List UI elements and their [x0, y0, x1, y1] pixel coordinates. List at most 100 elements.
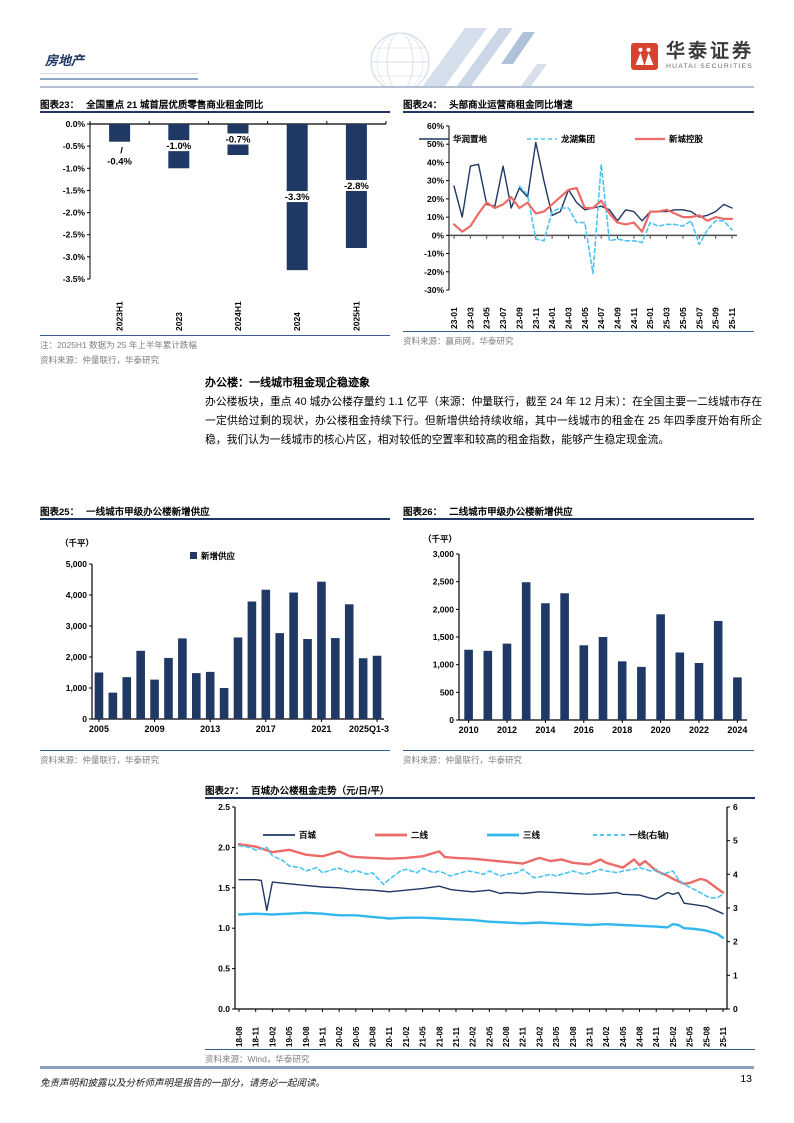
svg-text:19-08: 19-08	[302, 1026, 311, 1047]
figure-25-chart: （千平） 新增供应 5,000 4,000 3,000 2,000 1,000 0 2005 20…	[40, 520, 390, 751]
huatai-logo: 华泰证券 HUATAI SECURITIES	[630, 41, 754, 71]
svg-text:3,000: 3,000	[433, 549, 455, 559]
svg-text:2020: 2020	[651, 725, 671, 735]
svg-text:-1.0%: -1.0%	[63, 163, 86, 173]
svg-text:0%: 0%	[432, 230, 445, 240]
svg-text:24-11: 24-11	[652, 1026, 661, 1047]
svg-text:22-05: 22-05	[485, 1026, 494, 1047]
svg-text:2005: 2005	[89, 724, 109, 734]
figure-25-title: 一线城市甲级办公楼新增供应	[86, 507, 210, 518]
svg-text:华润置地: 华润置地	[453, 134, 488, 144]
svg-text:25-08: 25-08	[702, 1026, 711, 1047]
figure-24-title-row: 图表24： 头部商业运营商租金同比增速	[403, 95, 754, 113]
svg-text:23-05: 23-05	[552, 1026, 561, 1047]
svg-text:-10%: -10%	[424, 249, 444, 259]
line-chart-27: 2.5 2.0 1.5 1.0 0.5 0.0 6 5 4 3 2 1 0 18-08 18-11 19-02…	[218, 802, 738, 1047]
svg-text:21-02: 21-02	[402, 1026, 411, 1047]
svg-text:19-11: 19-11	[318, 1026, 327, 1047]
figure-23-note: 注：2025H1 数据为 25 年上半年累计跌幅	[40, 340, 197, 350]
svg-text:3,000: 3,000	[66, 621, 88, 631]
svg-text:20%: 20%	[427, 194, 444, 204]
figure-23-source: 资料来源：仲量联行，华泰研究	[40, 355, 160, 365]
category-underline	[40, 73, 198, 80]
figure-27-title-row: 图表27： 百城办公楼租金走势（元/日/平）	[205, 781, 755, 799]
svg-text:2,000: 2,000	[66, 652, 88, 662]
svg-text:一线(右轴): 一线(右轴)	[629, 830, 669, 840]
figure-23-label: 图表23：	[40, 100, 80, 111]
svg-text:18-11: 18-11	[252, 1026, 261, 1047]
svg-text:40%: 40%	[427, 157, 444, 167]
svg-text:-3.0%: -3.0%	[63, 252, 86, 262]
figure-26-label: 图表26：	[403, 507, 443, 518]
figure-23-title: 全国重点 21 城首层优质零售商业租金同比	[86, 100, 264, 111]
svg-text:2016: 2016	[574, 725, 594, 735]
svg-text:-0.7%: -0.7%	[226, 135, 251, 146]
svg-text:23-09: 23-09	[514, 307, 524, 329]
svg-text:25-03: 25-03	[662, 307, 672, 329]
svg-text:2012: 2012	[497, 725, 517, 735]
svg-text:23-02: 23-02	[535, 1026, 544, 1047]
svg-text:24-11: 24-11	[629, 307, 639, 329]
svg-text:2: 2	[733, 937, 738, 947]
figure-26-title: 二线城市甲级办公楼新增供应	[449, 507, 573, 518]
svg-text:2,500: 2,500	[433, 577, 455, 587]
svg-text:25-02: 25-02	[669, 1026, 678, 1047]
svg-text:0.0: 0.0	[218, 1004, 230, 1014]
svg-text:2023: 2023	[174, 312, 184, 331]
svg-text:0.0%: 0.0%	[66, 119, 86, 129]
logo-name: 华泰证券	[665, 41, 754, 62]
svg-text:1,500: 1,500	[433, 632, 455, 642]
svg-text:1,000: 1,000	[66, 683, 88, 693]
bar-chart-23: 0.0% -0.5% -1.0% -1.5% -2.0% -2.5% -3.0% -3.5% /…	[63, 119, 387, 331]
svg-text:2.0: 2.0	[218, 842, 230, 852]
svg-text:（千平）: （千平）	[60, 538, 94, 548]
svg-text:-20%: -20%	[424, 267, 444, 277]
line-chart-24: 60% 50% 40% 30% 20% 10% 0% -10% -20% -30% 23-01 23-…	[419, 121, 737, 329]
svg-text:-2.5%: -2.5%	[63, 230, 86, 240]
svg-text:20-11: 20-11	[385, 1026, 394, 1047]
svg-text:19-02: 19-02	[268, 1026, 277, 1047]
svg-text:23-08: 23-08	[569, 1026, 578, 1047]
svg-text:-2.8%: -2.8%	[344, 181, 369, 192]
svg-text:23-03: 23-03	[465, 307, 475, 329]
figure-27-source: 资料来源：Wind，华泰研究	[205, 1054, 310, 1064]
svg-text:二线: 二线	[411, 830, 429, 840]
svg-text:1.0: 1.0	[218, 923, 230, 933]
svg-text:4,000: 4,000	[66, 590, 88, 600]
svg-text:4: 4	[733, 869, 738, 879]
figure-25-label: 图表25：	[40, 507, 80, 518]
svg-text:24-01: 24-01	[547, 307, 557, 329]
svg-text:-30%: -30%	[424, 285, 444, 295]
svg-text:0: 0	[449, 715, 454, 725]
svg-text:20-05: 20-05	[352, 1026, 361, 1047]
svg-text:三线: 三线	[523, 830, 541, 840]
svg-text:500: 500	[440, 687, 454, 697]
svg-text:20-02: 20-02	[335, 1026, 344, 1047]
svg-text:2023H1: 2023H1	[115, 301, 125, 331]
svg-text:2013: 2013	[200, 724, 220, 734]
svg-text:23-05: 23-05	[482, 307, 492, 329]
footer-disclaimer: 免责声明和披露以及分析师声明是报告的一部分，请务必一起阅读。	[40, 1078, 326, 1089]
svg-text:2024: 2024	[292, 312, 302, 331]
svg-text:21-11: 21-11	[452, 1026, 461, 1047]
svg-text:25-05: 25-05	[678, 307, 688, 329]
svg-text:21-05: 21-05	[419, 1026, 428, 1047]
svg-text:24-08: 24-08	[636, 1026, 645, 1047]
figure-26-source: 资料来源：仲量联行，华泰研究	[403, 755, 523, 765]
svg-text:/: /	[120, 146, 123, 157]
svg-text:3: 3	[733, 903, 738, 913]
svg-text:2014: 2014	[535, 725, 555, 735]
page-number: 13	[740, 1073, 752, 1085]
svg-text:2025Q1-3: 2025Q1-3	[349, 724, 389, 734]
figure-25-source: 资料来源：仲量联行，华泰研究	[40, 755, 160, 765]
figure-24-source: 资料来源：赢商网，华泰研究	[403, 336, 514, 346]
svg-text:百城: 百城	[299, 830, 317, 840]
svg-text:23-07: 23-07	[498, 307, 508, 329]
figure-23-chart: 0.0% -0.5% -1.0% -1.5% -2.0% -2.5% -3.0% -3.5% /…	[40, 113, 390, 336]
svg-text:50%: 50%	[427, 139, 444, 149]
svg-text:25-11: 25-11	[719, 1026, 728, 1047]
svg-text:2024: 2024	[727, 725, 747, 735]
svg-text:1: 1	[733, 970, 738, 980]
logo-subname: HUATAI SECURITIES	[665, 63, 753, 70]
